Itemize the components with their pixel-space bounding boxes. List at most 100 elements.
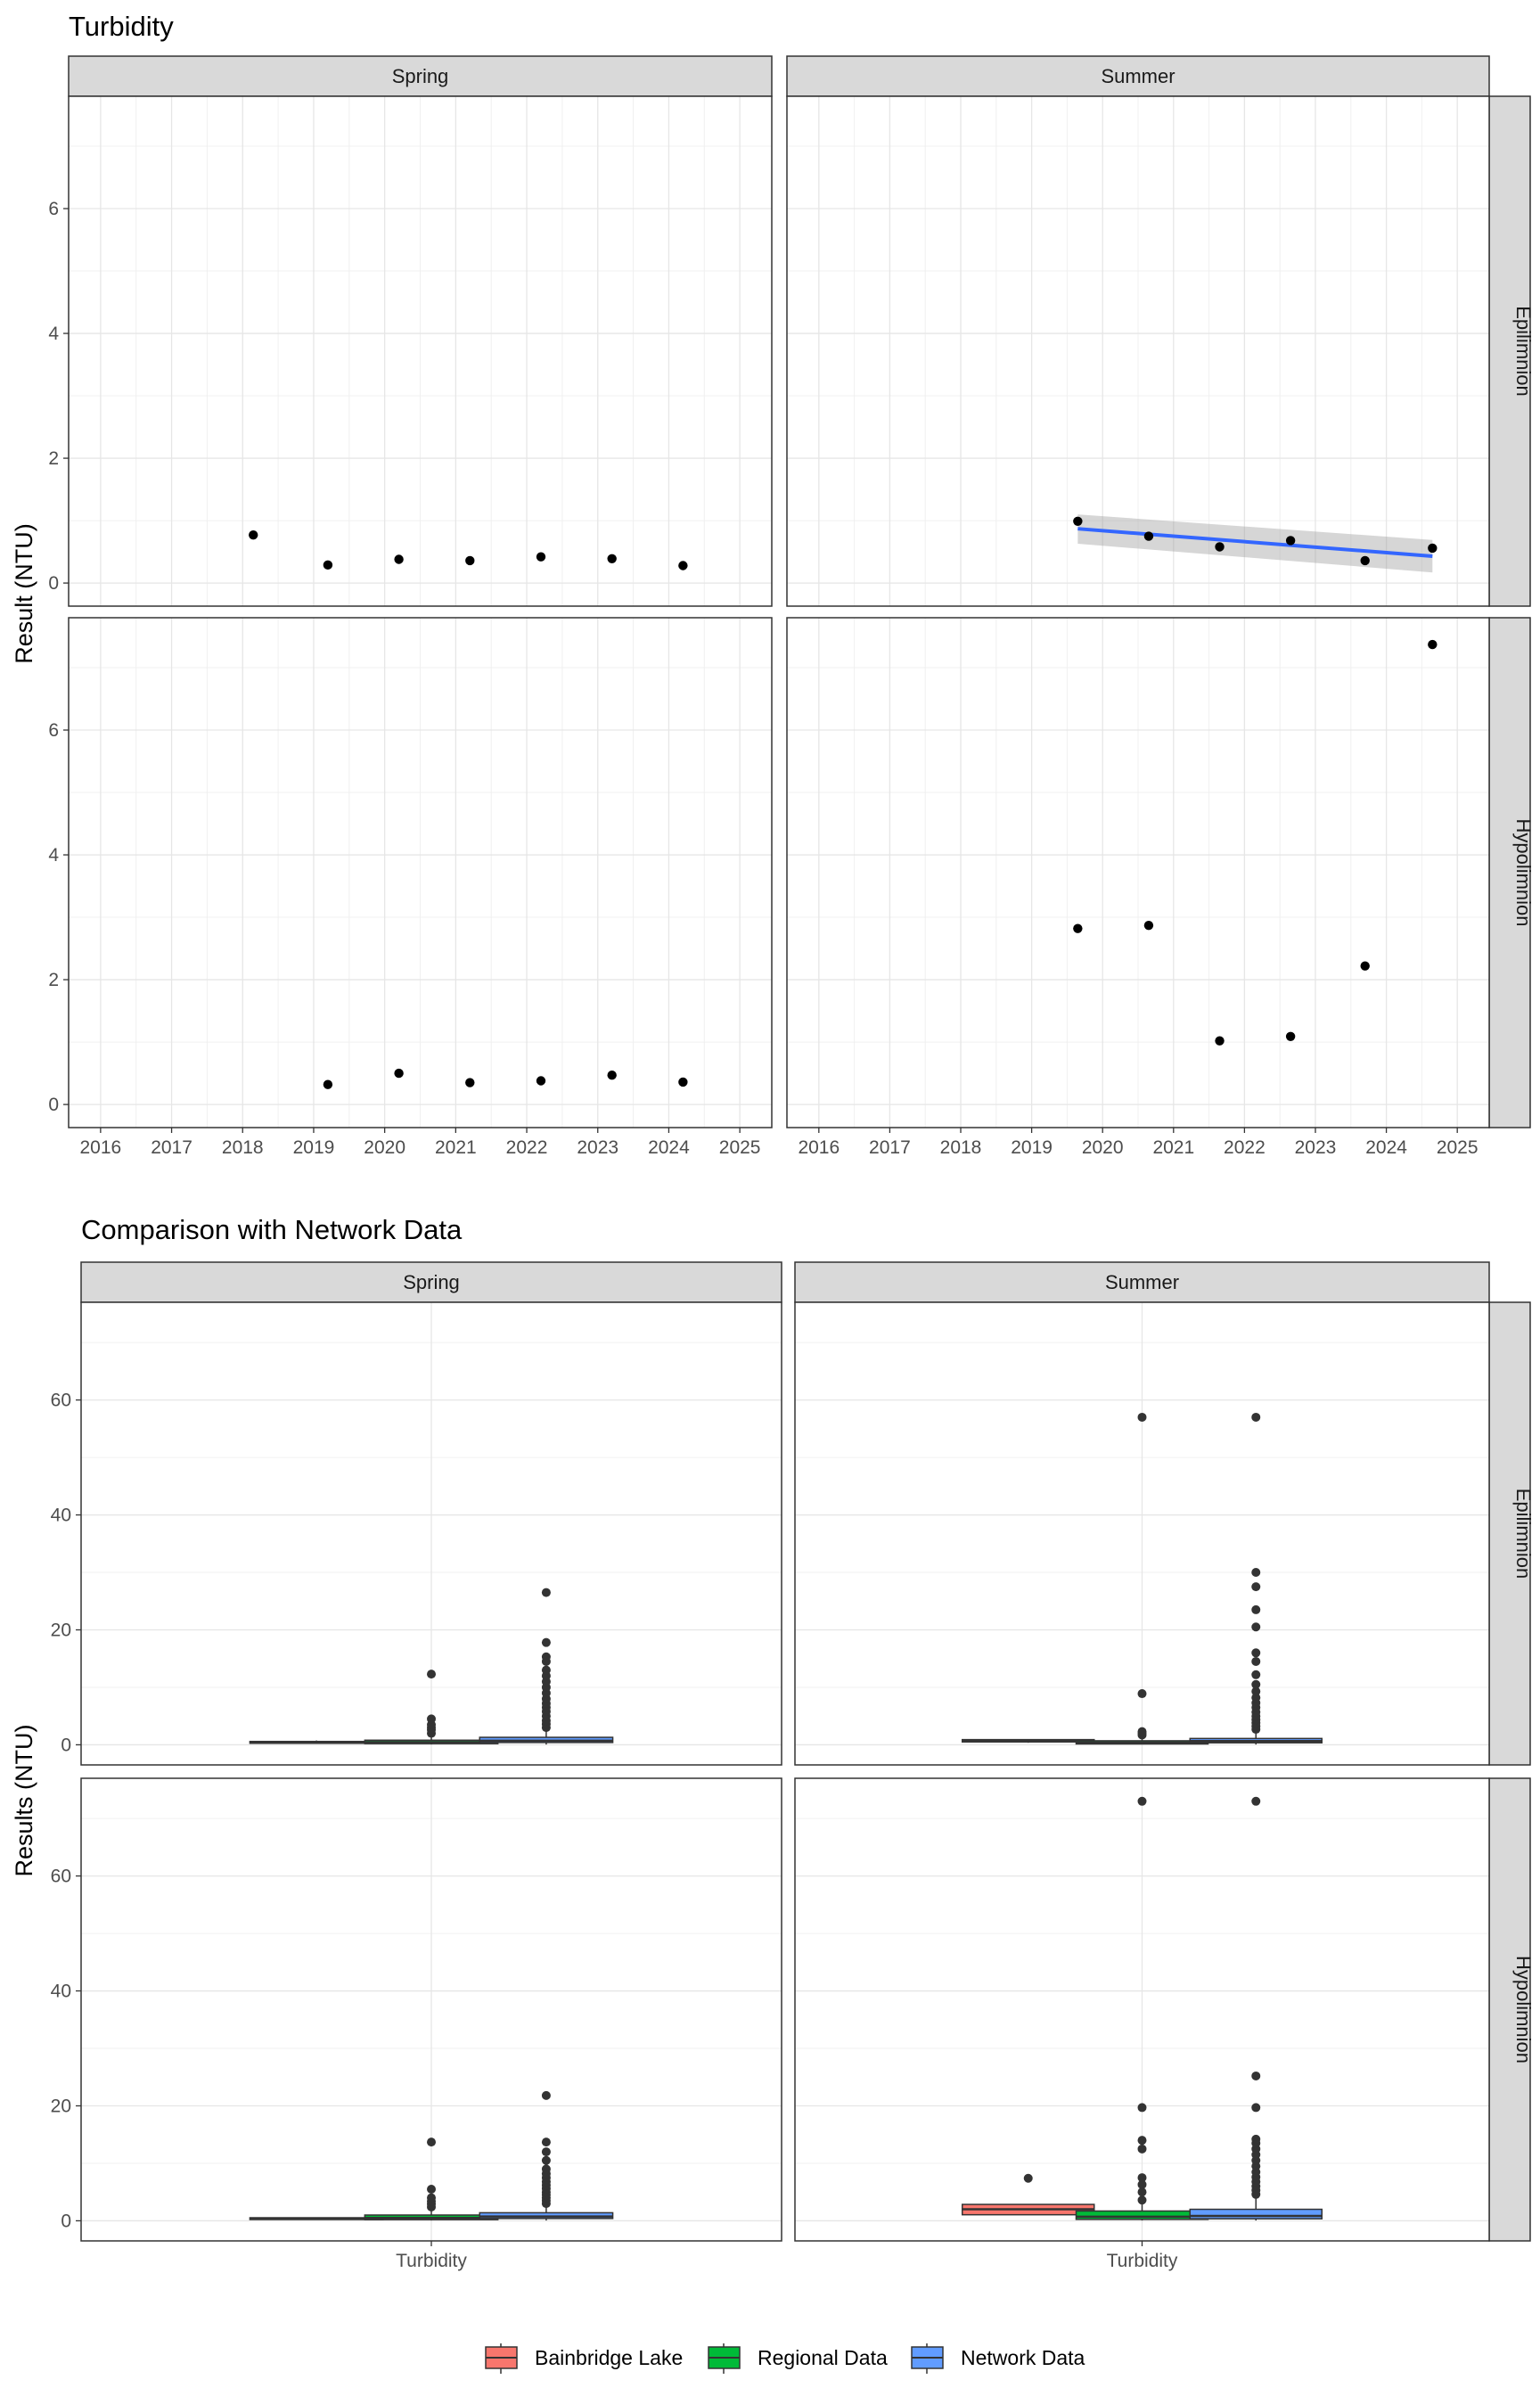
outlier-point xyxy=(541,1652,551,1662)
box-iqr xyxy=(1189,2208,1323,2220)
data-point xyxy=(465,1078,475,1087)
box-bainbridge-lake xyxy=(961,2173,1095,2216)
chart1-panel-summer-hypolimnion: 2016 2017 2018 2019 2020 2021 2022 2023 2024 2025 xyxy=(786,617,1490,1158)
x-tick-label: 2024 xyxy=(648,1137,690,1158)
data-point xyxy=(1428,543,1438,554)
legend: Bainbridge Lake Regional Data Network Da… xyxy=(485,2343,1085,2374)
y-tick-label: 40 xyxy=(51,1506,71,1526)
chart2-title: Comparison with Network Data xyxy=(81,1214,463,1245)
chart2-facet-strips: Spring Summer Epilimnion Hypolimnion xyxy=(80,1261,1535,2242)
y-tick-label: 6 xyxy=(48,199,59,219)
data-point xyxy=(394,554,404,564)
chart2-panel-summer-epilimnion-border xyxy=(794,1301,1490,1766)
chart1-panel-spring-hypolimnion: 0 2 4 6 2016 2017 2018 2019 2020 2021 2022 2023 2024… xyxy=(48,617,773,1158)
data-point xyxy=(323,560,333,570)
x-tick-label: 2020 xyxy=(1082,1137,1124,1158)
chart1-panel-spring-hypolimnion-border xyxy=(68,617,773,1128)
x-tick-label: 2025 xyxy=(1437,1137,1479,1158)
x-tick-label: 2021 xyxy=(435,1137,477,1158)
outlier-point xyxy=(1137,2173,1147,2183)
box-regional-data xyxy=(1075,1412,1209,1745)
chart2-y-axis-title: Results (NTU) xyxy=(11,1724,37,1876)
data-point xyxy=(1073,516,1083,526)
data-point xyxy=(1360,961,1370,971)
outlier-point xyxy=(427,1670,436,1679)
x-tick-label: 2023 xyxy=(577,1137,618,1158)
outlier-point xyxy=(1251,1648,1261,1658)
data-point xyxy=(394,1068,404,1079)
outlier-point xyxy=(541,2138,551,2147)
outlier-point xyxy=(1251,2134,1261,2144)
chart1-strip-epilimnion xyxy=(1488,95,1531,607)
chart1-facet-strips: Spring Summer Epilimnion Hypolimnion xyxy=(68,55,1535,1128)
outlier-point xyxy=(1251,1656,1261,1666)
chart1-strip-summer xyxy=(786,55,1490,97)
x-tick-label: 2019 xyxy=(293,1137,335,1158)
data-point xyxy=(607,554,617,563)
chart1-strip-label-spring: Spring xyxy=(392,65,449,87)
x-tick-label: Turbidity xyxy=(1107,2251,1178,2271)
data-point xyxy=(1215,542,1225,552)
outlier-point xyxy=(1251,1604,1261,1614)
data-point xyxy=(1143,531,1154,541)
outlier-point xyxy=(1137,1412,1147,1422)
outlier-point xyxy=(1023,2173,1033,2183)
outlier-point xyxy=(1137,2179,1147,2189)
chart1-panel-spring-epilimnion: 0 2 4 6 xyxy=(48,95,773,607)
chart1-y-axis-title: Result (NTU) xyxy=(11,523,37,664)
data-point xyxy=(249,529,258,540)
x-tick-label: 2016 xyxy=(798,1137,840,1158)
legend-item-network-data: Network Data xyxy=(911,2343,1085,2374)
outlier-point xyxy=(1251,1582,1261,1592)
data-point xyxy=(678,561,688,570)
outlier-point xyxy=(541,2090,551,2100)
x-tick-label: 2019 xyxy=(1011,1137,1053,1158)
chart2-strip-label-hypolimnion: Hypolimnion xyxy=(1512,1956,1535,2064)
box-regional-data xyxy=(1075,1796,1209,2221)
data-point xyxy=(1285,1031,1296,1041)
box-network-data xyxy=(479,2090,614,2221)
outlier-point xyxy=(1251,2103,1261,2113)
box-iqr xyxy=(1075,2210,1209,2220)
chart2-strip-epilimnion xyxy=(1488,1301,1531,1766)
outlier-point xyxy=(541,2164,551,2174)
y-tick-label: 6 xyxy=(48,720,59,741)
chart2-strip-summer xyxy=(794,1261,1490,1303)
outlier-point xyxy=(1251,1412,1261,1422)
data-point xyxy=(1073,923,1083,933)
comparison-chart: Comparison with Network Data Results (NT… xyxy=(11,1214,1535,2271)
legend-label-network-data: Network Data xyxy=(961,2346,1085,2369)
data-point xyxy=(536,1076,546,1086)
chart1-strip-hypolimnion xyxy=(1488,617,1531,1128)
x-tick-label: 2021 xyxy=(1152,1137,1194,1158)
outlier-point xyxy=(1251,1796,1261,1806)
data-point xyxy=(323,1079,333,1089)
legend-item-regional-data: Regional Data xyxy=(708,2343,888,2374)
box-bainbridge-lake xyxy=(249,2217,384,2220)
outlier-point xyxy=(1137,2187,1147,2197)
box-bainbridge-lake xyxy=(961,1738,1095,1744)
chart2-panel-summer-epilimnion xyxy=(794,1301,1490,1766)
y-tick-label: 60 xyxy=(51,1391,71,1411)
chart2-panel-spring-epilimnion: 0 20 40 60 xyxy=(51,1301,782,1766)
legend-label-bainbridge-lake: Bainbridge Lake xyxy=(535,2346,683,2369)
y-tick-label: 40 xyxy=(51,1982,71,2002)
outlier-point xyxy=(1137,2136,1147,2146)
data-point xyxy=(1215,1036,1225,1046)
y-tick-label: 0 xyxy=(61,2211,71,2231)
outlier-point xyxy=(541,2155,551,2165)
y-tick-label: 4 xyxy=(48,324,59,344)
data-point xyxy=(465,555,475,566)
box-network-data xyxy=(1189,1796,1323,2221)
outlier-point xyxy=(541,1637,551,1647)
x-tick-label: 2020 xyxy=(364,1137,405,1158)
x-tick-label: 2018 xyxy=(940,1137,982,1158)
outlier-point xyxy=(1251,1686,1261,1696)
outlier-point xyxy=(1251,2071,1261,2080)
trend-line xyxy=(1077,527,1433,558)
y-tick-label: 20 xyxy=(51,2096,71,2116)
box-regional-data xyxy=(364,2138,499,2221)
legend-label-regional-data: Regional Data xyxy=(758,2346,888,2369)
outlier-point xyxy=(427,2138,436,2147)
outlier-point xyxy=(541,1588,551,1597)
